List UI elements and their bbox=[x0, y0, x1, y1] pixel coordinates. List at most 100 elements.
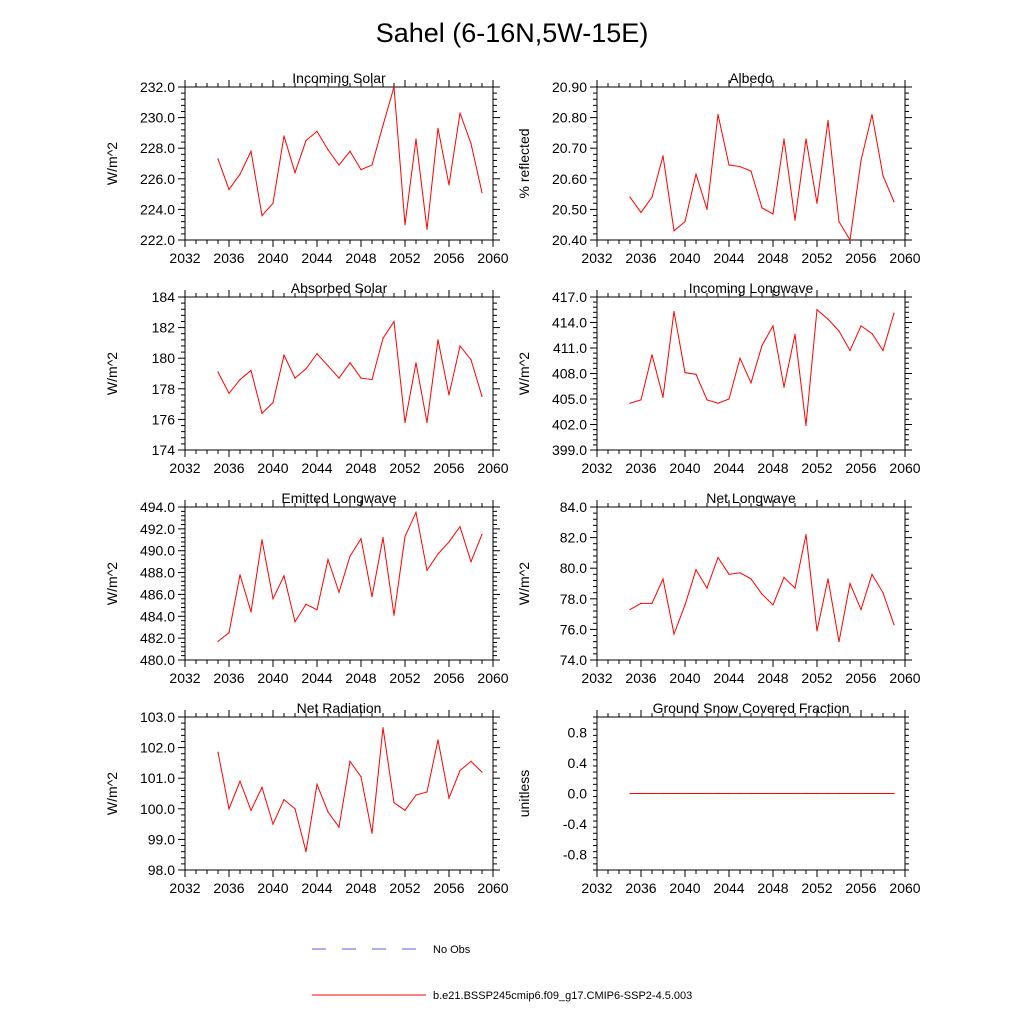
data-point bbox=[673, 792, 675, 795]
data-point bbox=[684, 221, 686, 223]
panel-absorbed-solar: Absorbed Solar 2032 2036 2040 2044 2048 2052 20… bbox=[104, 280, 509, 476]
legend-label-no-obs: No Obs bbox=[433, 944, 471, 956]
data-point bbox=[327, 558, 329, 561]
data-point bbox=[706, 208, 708, 210]
data-point bbox=[717, 792, 719, 795]
data-point bbox=[706, 792, 708, 795]
data-point bbox=[882, 349, 884, 352]
data-point bbox=[871, 113, 873, 116]
data-point bbox=[217, 751, 219, 753]
data-point bbox=[816, 630, 818, 632]
data-point bbox=[327, 811, 329, 813]
data-point bbox=[371, 164, 373, 166]
data-point bbox=[783, 386, 785, 388]
data-point bbox=[739, 572, 741, 574]
data-point bbox=[838, 221, 840, 223]
data-point bbox=[415, 511, 417, 514]
series-line bbox=[217, 86, 483, 230]
data-point bbox=[673, 310, 675, 313]
panel-incoming-solar: Incoming Solar 2032 2036 2040 2044 2048 2052 20… bbox=[104, 70, 509, 266]
y-tick-label: 490.0 bbox=[140, 543, 175, 559]
data-point bbox=[305, 851, 307, 853]
plot-frame bbox=[184, 716, 494, 871]
data-point bbox=[827, 120, 829, 122]
x-tick-label: 2048 bbox=[345, 880, 376, 896]
data-point bbox=[750, 578, 752, 580]
data-point bbox=[415, 794, 417, 796]
x-tick-label: 2040 bbox=[669, 250, 700, 266]
y-tick-label: 102.0 bbox=[140, 740, 175, 756]
data-point bbox=[662, 155, 664, 157]
data-point bbox=[481, 395, 483, 398]
data-point bbox=[338, 591, 340, 593]
y-tick-label: 180 bbox=[152, 350, 176, 366]
data-point bbox=[239, 173, 241, 175]
data-point bbox=[250, 369, 252, 372]
data-point bbox=[437, 127, 439, 129]
data-point bbox=[783, 138, 785, 140]
data-point bbox=[426, 421, 428, 424]
data-point bbox=[261, 786, 263, 788]
x-tick-label: 2032 bbox=[169, 460, 200, 476]
data-point bbox=[305, 603, 307, 605]
data-point bbox=[382, 727, 384, 729]
x-tick-label: 2040 bbox=[257, 880, 288, 896]
data-point bbox=[228, 392, 230, 394]
data-point bbox=[338, 826, 340, 828]
data-point bbox=[728, 398, 730, 400]
y-tick-label: 228.0 bbox=[140, 140, 175, 156]
data-point bbox=[481, 533, 483, 535]
x-tick-label: 2040 bbox=[669, 880, 700, 896]
x-tick-label: 2060 bbox=[889, 250, 920, 266]
panel-emitted-longwave: Emitted Longwave 2032 2036 2040 2044 2048 2052… bbox=[104, 490, 509, 686]
y-axis-label: W/m^2 bbox=[104, 772, 120, 815]
x-tick-label: 2044 bbox=[301, 880, 332, 896]
data-point bbox=[470, 143, 472, 145]
data-point bbox=[629, 608, 631, 611]
data-point bbox=[761, 207, 763, 209]
y-tick-label: 84.0 bbox=[560, 499, 587, 515]
x-tick-label: 2036 bbox=[213, 670, 244, 686]
x-tick-label: 2056 bbox=[433, 670, 464, 686]
data-point bbox=[360, 776, 362, 778]
data-point bbox=[459, 526, 461, 528]
y-tick-label: 182 bbox=[152, 320, 176, 336]
data-point bbox=[893, 624, 895, 626]
y-tick-label: 20.60 bbox=[552, 171, 587, 187]
y-tick-label: 222.0 bbox=[140, 232, 175, 248]
x-tick-label: 2036 bbox=[625, 250, 656, 266]
y-tick-label: -0.8 bbox=[563, 847, 587, 863]
y-tick-label: 82.0 bbox=[560, 530, 587, 546]
legend: No Obs b.e21.BSSP245cmip6.f09_g17.CMIP6-… bbox=[312, 944, 692, 1002]
data-point bbox=[349, 150, 351, 152]
data-point bbox=[228, 808, 230, 810]
data-point bbox=[448, 184, 450, 186]
y-tick-label: 20.70 bbox=[552, 140, 587, 156]
data-point bbox=[794, 792, 796, 795]
y-tick-label: 492.0 bbox=[140, 521, 175, 537]
x-tick-label: 2048 bbox=[345, 670, 376, 686]
data-point bbox=[459, 345, 461, 347]
x-tick-label: 2060 bbox=[477, 460, 508, 476]
y-tick-label: 0.4 bbox=[568, 755, 588, 771]
x-tick-label: 2060 bbox=[477, 880, 508, 896]
data-point bbox=[673, 230, 675, 232]
data-point bbox=[739, 165, 741, 168]
data-point bbox=[404, 224, 406, 226]
data-point bbox=[217, 640, 219, 643]
x-tick-label: 2052 bbox=[801, 250, 832, 266]
data-point bbox=[217, 371, 219, 373]
x-tick-label: 2052 bbox=[389, 250, 420, 266]
x-tick-label: 2052 bbox=[389, 460, 420, 476]
y-tick-label: 103.0 bbox=[140, 709, 175, 725]
data-point bbox=[272, 823, 274, 825]
data-point bbox=[849, 582, 851, 585]
data-point bbox=[327, 149, 329, 151]
y-tick-label: 232.0 bbox=[140, 79, 175, 95]
data-point bbox=[437, 339, 439, 341]
x-tick-label: 2060 bbox=[889, 460, 920, 476]
data-point bbox=[250, 809, 252, 811]
x-tick-label: 2036 bbox=[213, 250, 244, 266]
data-point bbox=[382, 124, 384, 126]
data-point bbox=[415, 138, 417, 140]
